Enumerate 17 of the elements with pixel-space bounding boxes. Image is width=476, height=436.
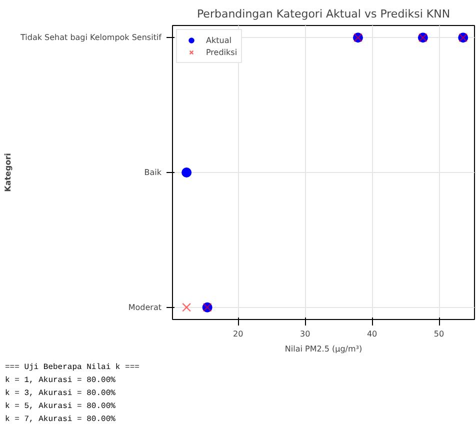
- legend-label: Aktual: [206, 34, 232, 46]
- y-tick-label: Moderat: [128, 302, 162, 312]
- x-axis-title: Nilai PM2.5 (µg/m³): [284, 344, 362, 354]
- text: k = 5, Akurasi = 80.00%: [5, 402, 116, 411]
- legend-label: Prediksi: [206, 46, 238, 58]
- y-tick-label: Baik: [144, 168, 162, 177]
- y-tick-label: Tidak Sehat bagi Kelompok Sensitif: [20, 33, 162, 42]
- x-tick-label: 20: [233, 330, 244, 338]
- x-tick-label: 40: [366, 330, 378, 338]
- chart-title: Perbandingan Kategori Aktual vs Prediksi KNN: [196, 8, 450, 20]
- text: k = 3, Akurasi = 80.00%: [5, 389, 116, 398]
- text: === Uji Beberapa Nilai k ===: [5, 363, 140, 372]
- text: k = 1, Akurasi = 80.00%: [5, 376, 116, 385]
- x-tick-label: 50: [434, 330, 444, 338]
- x-tick-label: 30: [300, 330, 310, 338]
- text: k = 7, Akurasi = 80.00%: [5, 415, 116, 424]
- y-axis-title: Kategori: [4, 152, 13, 192]
